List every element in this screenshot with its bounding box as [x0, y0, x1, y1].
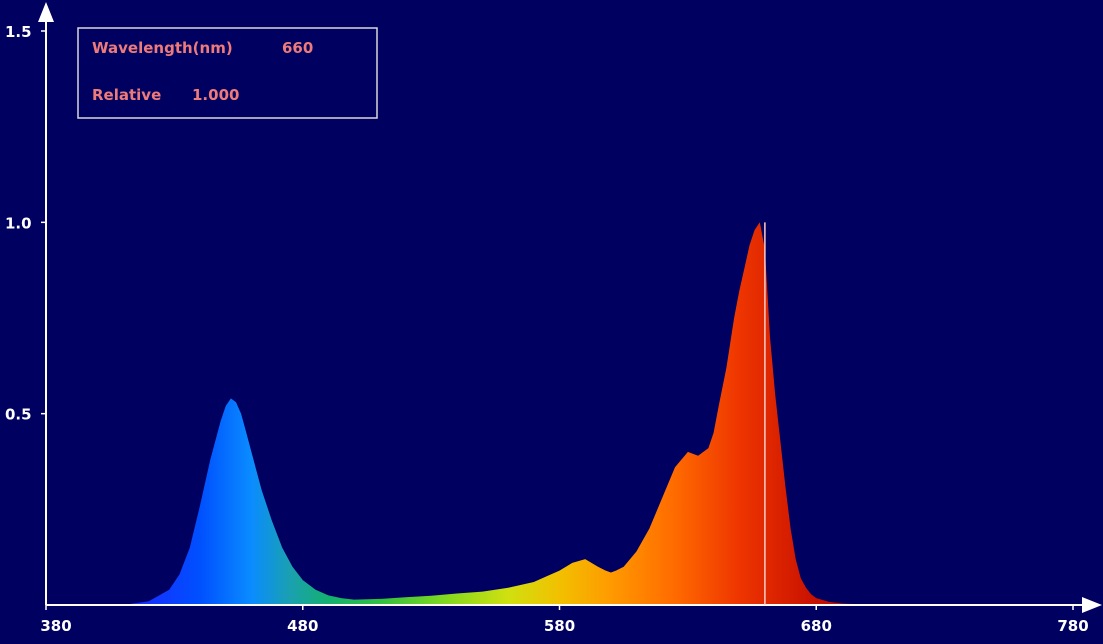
readout-box: Wavelength(nm) 660 Relative 1.000: [77, 27, 378, 119]
x-tick-label: 380: [40, 617, 71, 635]
relative-label: Relative: [92, 86, 161, 104]
readout-frame: [77, 27, 378, 119]
wavelength-value: 660: [282, 39, 313, 57]
y-tick-label: 0.5: [5, 406, 32, 424]
x-tick-label: 580: [544, 617, 575, 635]
x-tick-label: 680: [801, 617, 832, 635]
x-tick-label: 780: [1057, 617, 1088, 635]
wavelength-label: Wavelength(nm): [92, 39, 233, 57]
relative-value: 1.000: [192, 86, 239, 104]
x-tick-label: 480: [287, 617, 318, 635]
y-tick-label: 1.0: [5, 214, 32, 232]
y-tick-label: 1.5: [5, 23, 32, 41]
spectrum-area: [123, 222, 894, 606]
